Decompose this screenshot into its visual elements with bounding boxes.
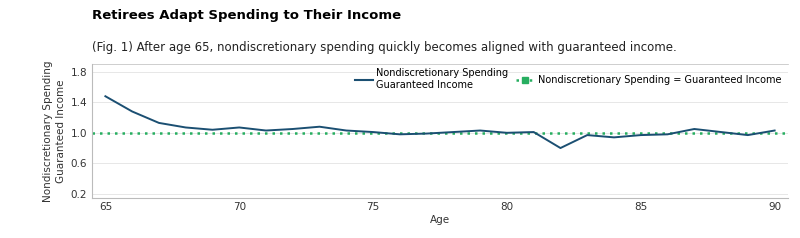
X-axis label: Age: Age	[430, 215, 450, 225]
Text: (Fig. 1) After age 65, nondiscretionary spending quickly becomes aligned with gu: (Fig. 1) After age 65, nondiscretionary …	[92, 41, 677, 55]
Y-axis label: Nondiscretionary Spending
Guaranteed Income: Nondiscretionary Spending Guaranteed Inc…	[43, 60, 66, 202]
Legend: Nondiscretionary Spending
Guaranteed Income, Nondiscretionary Spending = Guarant: Nondiscretionary Spending Guaranteed Inc…	[353, 66, 783, 92]
Text: Retirees Adapt Spending to Their Income: Retirees Adapt Spending to Their Income	[92, 9, 401, 22]
